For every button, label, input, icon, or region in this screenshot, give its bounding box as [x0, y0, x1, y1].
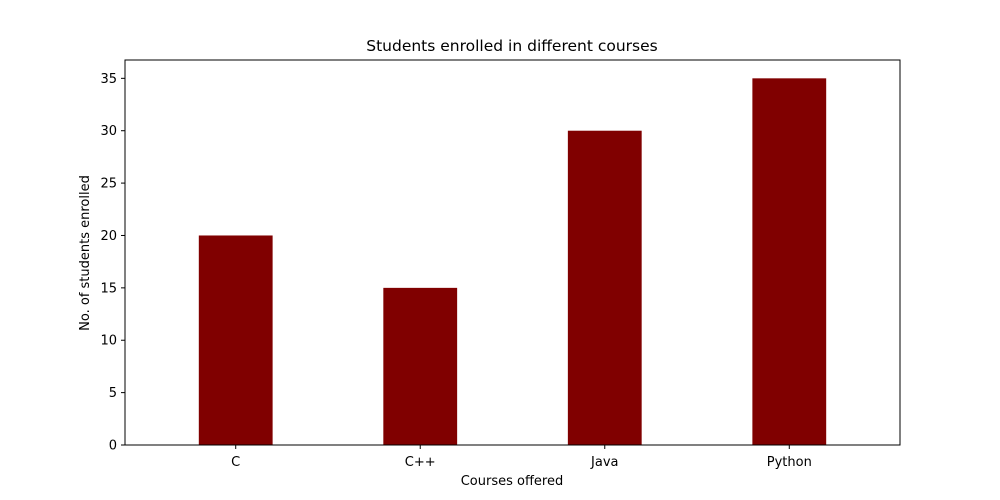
y-tick-label: 10	[100, 334, 117, 349]
x-tick-label: Python	[767, 455, 812, 470]
x-tick-label: C	[231, 455, 240, 470]
y-tick-label: 20	[100, 229, 117, 244]
y-tick-label: 5	[109, 386, 117, 401]
x-axis-ticks: C C++ Java Python	[231, 445, 812, 470]
bar-c	[198, 235, 273, 445]
x-tick-label: Java	[590, 455, 618, 470]
chart-title: Students enrolled in different courses	[366, 37, 658, 55]
bar-python	[752, 78, 827, 445]
y-tick-label: 35	[100, 72, 117, 87]
bars-group	[198, 78, 827, 445]
plot-frame	[124, 59, 901, 446]
bar-java	[567, 130, 642, 445]
x-axis-title: Courses offered	[461, 474, 564, 489]
y-tick-label: 30	[100, 124, 117, 139]
y-tick-label: 15	[100, 281, 117, 296]
y-axis-title: No. of students enrolled	[78, 175, 93, 331]
bar-cpp	[383, 287, 458, 445]
y-axis-ticks: 0 5 10 15 20 25 30 35	[100, 72, 125, 454]
y-tick-label: 25	[100, 177, 117, 192]
x-tick-label: C++	[405, 455, 436, 470]
y-tick-label: 0	[109, 439, 117, 454]
